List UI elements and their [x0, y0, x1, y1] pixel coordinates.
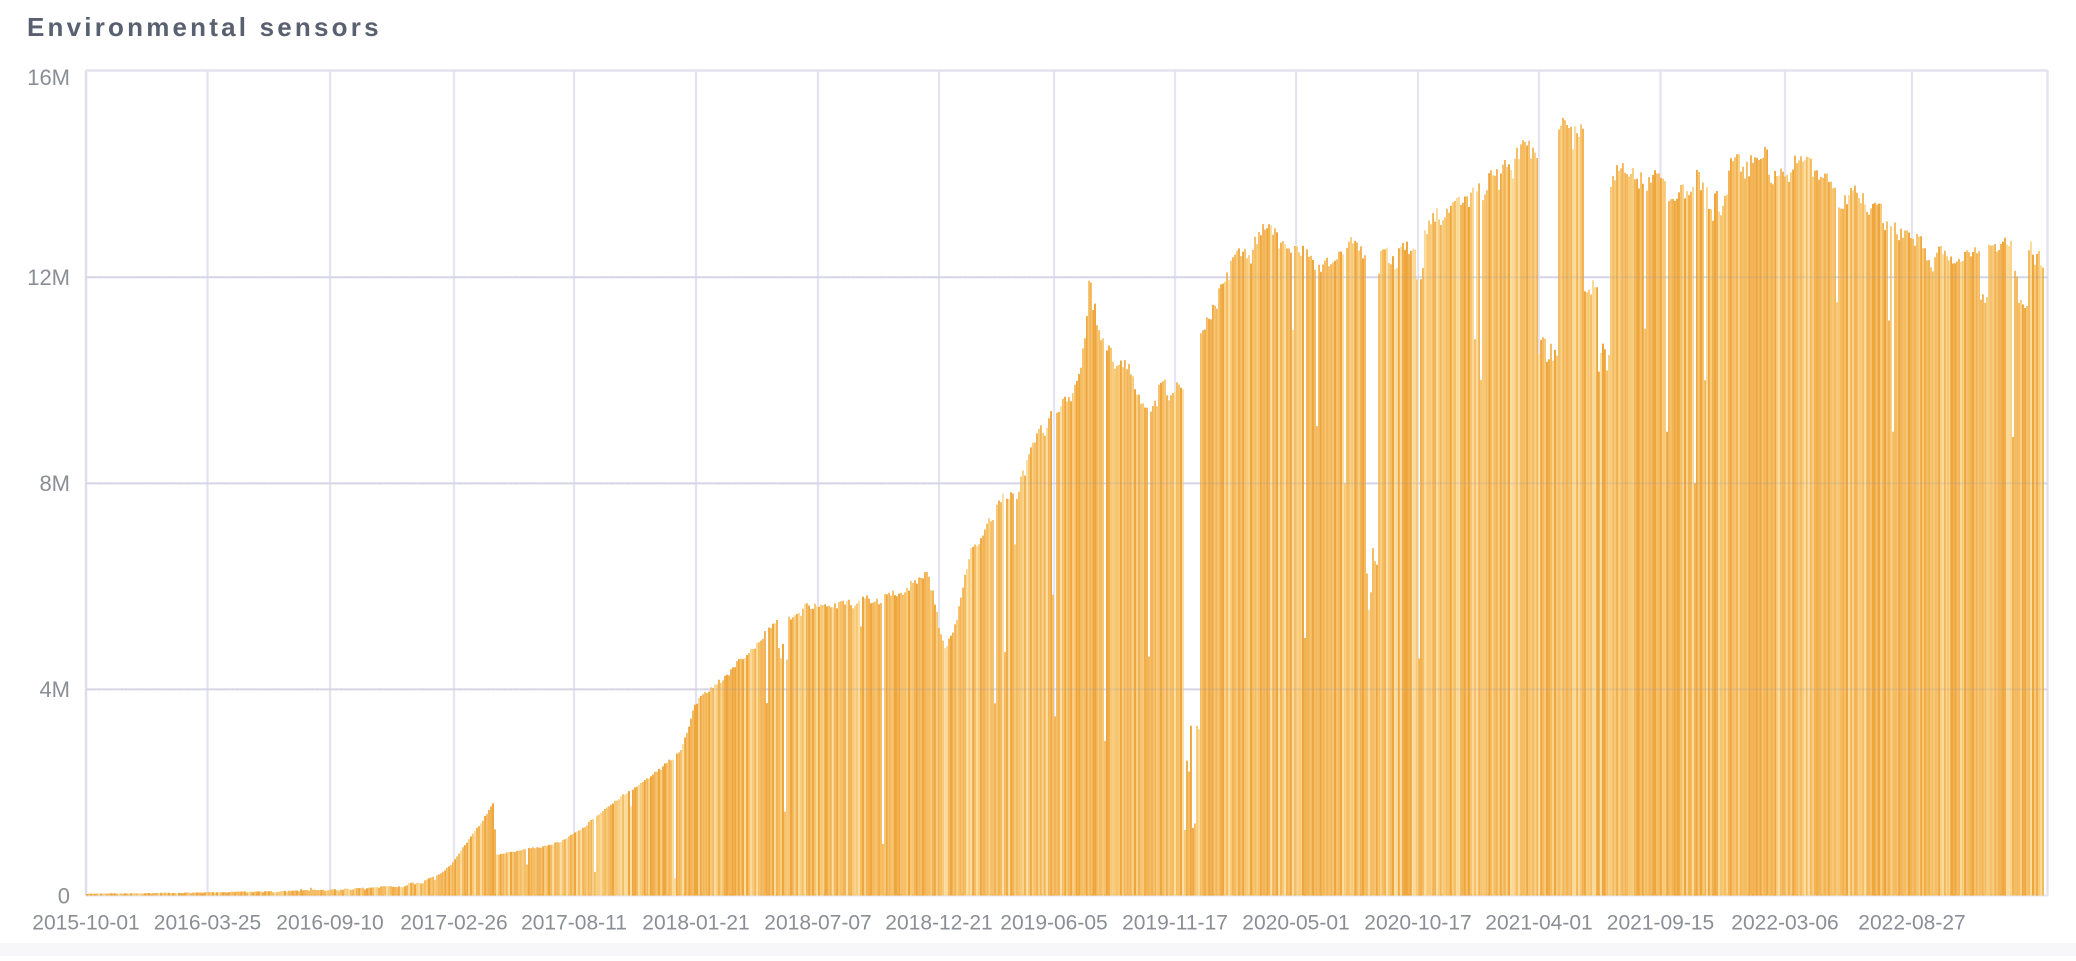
svg-text:2016-09-10: 2016-09-10	[276, 912, 383, 935]
svg-text:2017-08-11: 2017-08-11	[521, 912, 627, 935]
svg-text:2019-06-05: 2019-06-05	[1000, 912, 1107, 935]
svg-text:2022-03-06: 2022-03-06	[1731, 912, 1838, 935]
svg-text:2018-12-21: 2018-12-21	[885, 912, 992, 935]
svg-text:16M: 16M	[27, 65, 70, 90]
svg-text:2020-10-17: 2020-10-17	[1364, 912, 1471, 935]
svg-text:2020-05-01: 2020-05-01	[1242, 912, 1349, 935]
svg-text:12M: 12M	[27, 265, 70, 290]
svg-text:2015-10-01: 2015-10-01	[32, 912, 139, 935]
svg-text:2016-03-25: 2016-03-25	[154, 912, 261, 935]
svg-text:0: 0	[58, 884, 70, 909]
svg-text:2019-11-17: 2019-11-17	[1122, 912, 1228, 935]
svg-text:8M: 8M	[39, 471, 70, 496]
svg-text:2022-08-27: 2022-08-27	[1858, 912, 1965, 935]
svg-text:2017-02-26: 2017-02-26	[400, 912, 507, 935]
svg-text:2021-09-15: 2021-09-15	[1607, 912, 1714, 935]
svg-text:2018-07-07: 2018-07-07	[764, 912, 871, 935]
svg-text:4M: 4M	[39, 677, 70, 702]
svg-text:2018-01-21: 2018-01-21	[642, 912, 749, 935]
svg-text:2021-04-01: 2021-04-01	[1485, 912, 1592, 935]
